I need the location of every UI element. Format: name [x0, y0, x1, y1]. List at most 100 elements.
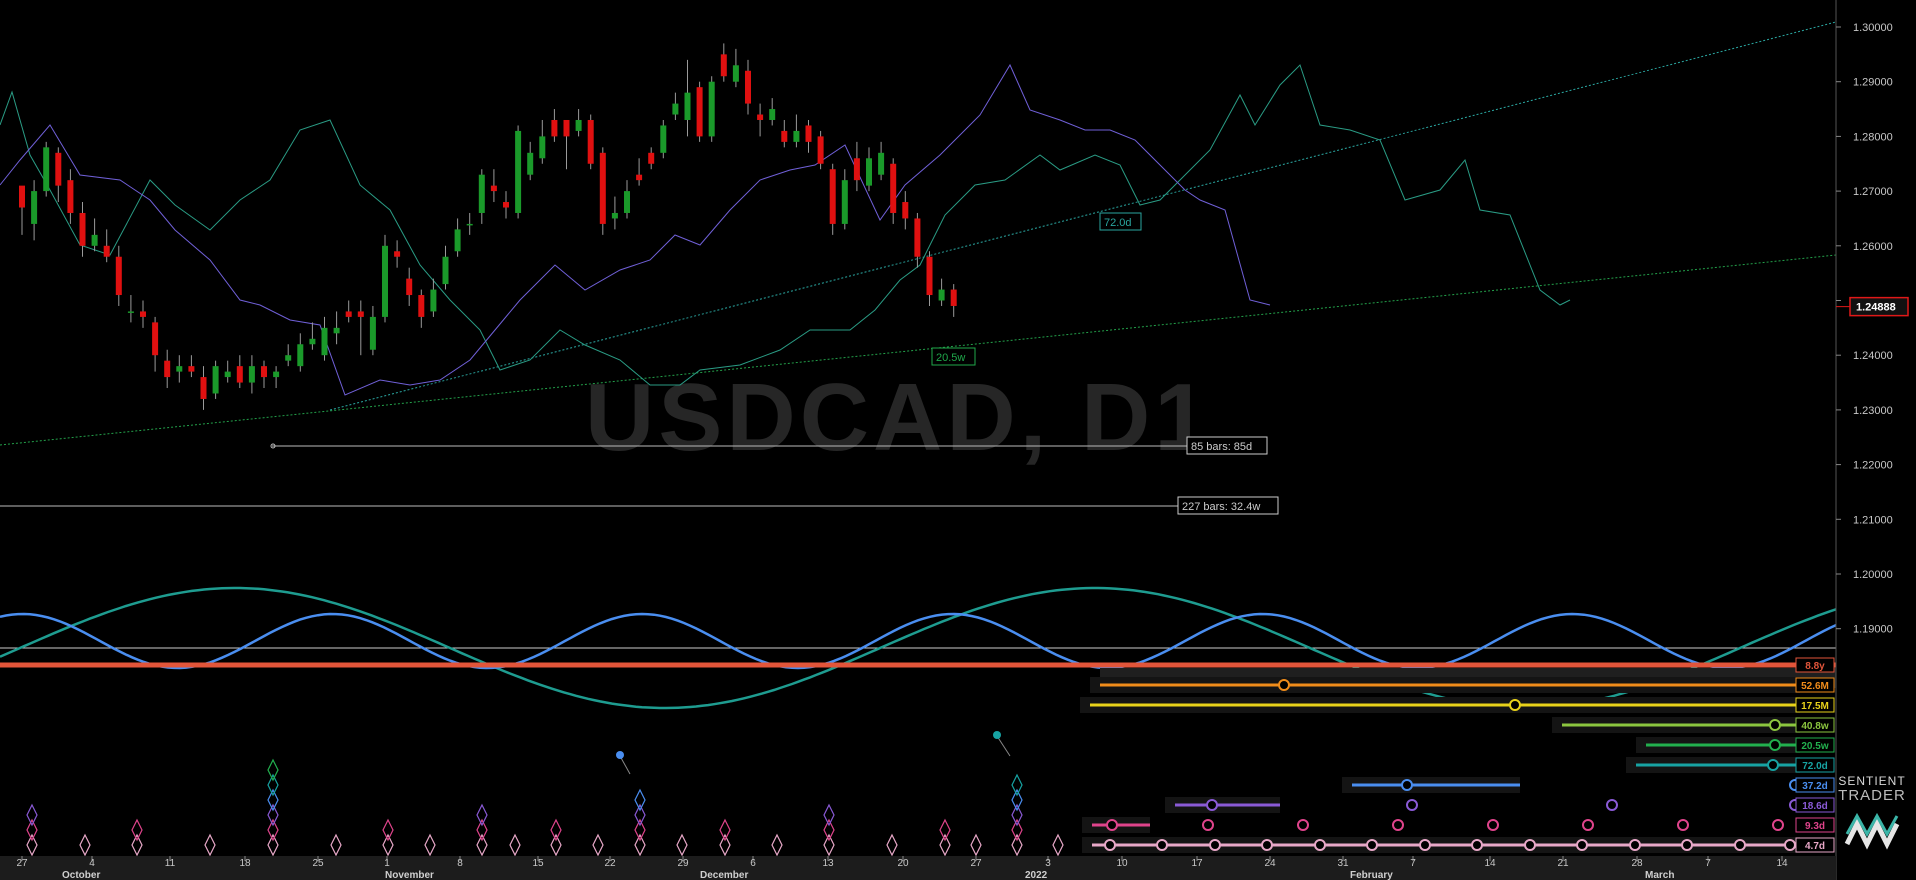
cycle-label-box: [1795, 737, 1835, 753]
brand-logo: SENTIENT TRADER: [1834, 774, 1910, 874]
date-tick-label: 3: [1045, 858, 1051, 869]
month-label: 2022: [1025, 870, 1048, 880]
cycle-diamond-icon: [26, 818, 38, 842]
date-tick-label: 21: [1557, 858, 1569, 869]
date-tick-label: 4: [89, 858, 95, 869]
price-tick-label: 1.22000: [1853, 460, 1893, 472]
cycle-label-box: [1795, 837, 1835, 853]
candle-down: [781, 130, 788, 142]
candle-down: [55, 152, 62, 186]
candle-up: [708, 81, 715, 137]
cycle-diamond-icon: [1011, 818, 1023, 842]
candle-down: [261, 366, 267, 378]
date-tick-label: 10: [1116, 858, 1128, 869]
candle-up: [793, 130, 800, 142]
phase-dot: [1629, 839, 1641, 851]
phase-dot: [1261, 839, 1273, 851]
candle-up: [575, 119, 582, 131]
candle-up: [224, 371, 231, 378]
trendlines: [0, 21, 1837, 507]
annotation-label: 72.0d: [1104, 217, 1132, 229]
candle-up: [866, 158, 872, 186]
candle-down: [236, 366, 243, 383]
candle-up: [527, 152, 534, 175]
candle-up: [878, 152, 885, 175]
cycle-diamond-icon: [26, 803, 38, 827]
cycle-diamond-icon: [592, 833, 604, 857]
cycle-label-box: [1795, 717, 1835, 733]
candle-up: [369, 316, 376, 350]
candle-down: [200, 377, 207, 399]
month-label: December: [700, 870, 748, 880]
annotation-box: [1177, 496, 1279, 515]
candle-up: [285, 355, 292, 361]
candle-down: [720, 54, 727, 77]
cycle-label-box: [1795, 677, 1835, 693]
phase-dot: [1677, 819, 1689, 831]
price-tick-label: 1.24000: [1853, 350, 1893, 362]
candle-down: [418, 295, 425, 317]
candle-down: [914, 218, 921, 257]
cycle-label: 40.8w: [1801, 721, 1828, 732]
phase-dot: [1278, 679, 1290, 691]
cycle-label-box: [1795, 797, 1835, 813]
candle-down: [164, 360, 171, 378]
candle-down: [745, 70, 751, 104]
candle-down: [829, 169, 836, 224]
date-tick-label: 27: [16, 858, 28, 869]
date-tick-label: 11: [165, 858, 176, 869]
cycle-diamond-icon: [1011, 773, 1023, 797]
cycle-diamond-icon: [1011, 803, 1023, 827]
candle-down: [648, 152, 655, 164]
price-tick-label: 1.26000: [1853, 241, 1893, 253]
phase-dot: [1156, 839, 1168, 851]
cycle-diamond-icon: [886, 833, 898, 857]
date-tick-label: 17: [1191, 858, 1203, 869]
phase-dot: [1769, 719, 1781, 731]
date-tick-label: 14: [1776, 858, 1788, 869]
phase-dot: [1681, 839, 1693, 851]
candle-down: [902, 202, 909, 219]
cycle-diamond-icon: [267, 773, 279, 797]
candle-up: [478, 174, 485, 213]
cycle-label: 52.6M: [1801, 681, 1829, 692]
candle-up: [515, 130, 522, 213]
candle-down: [152, 322, 159, 356]
price-tick-label: 1.30000: [1853, 22, 1893, 34]
phase-dot: [1769, 739, 1781, 751]
candle-down: [817, 136, 824, 164]
candlesticks: [19, 43, 957, 410]
cycle-diamond-icon: [970, 833, 982, 857]
cycle-diamond-icon: [1052, 833, 1064, 857]
brand-line2: TRADER: [1838, 787, 1906, 804]
candle-down: [696, 87, 703, 137]
date-tick-label: 18: [239, 858, 251, 869]
candle-down: [636, 174, 643, 181]
candle-up: [684, 92, 691, 120]
price-tick-label: 1.20000: [1853, 569, 1893, 581]
cycle-diamond-icon: [382, 818, 394, 842]
annotation-label: 227 bars: 32.4w: [1182, 501, 1260, 513]
month-label: November: [385, 870, 434, 880]
date-tick-label: 20: [897, 858, 909, 869]
annotation-label: 20.5w: [936, 352, 965, 364]
month-label: October: [62, 870, 100, 880]
candle-up: [31, 191, 38, 224]
cycle-label-box: [1795, 817, 1835, 833]
cycle-diamond-icon: [267, 818, 279, 842]
cycle-label: 18.6d: [1802, 801, 1828, 812]
cycle-diamond-icon: [634, 833, 646, 857]
cycle-diamond-icon: [79, 833, 91, 857]
cycle-diamond-icon: [823, 818, 835, 842]
cycle-label: 9.3d: [1805, 821, 1825, 832]
price-tick-label: 1.21000: [1853, 514, 1893, 526]
candle-up: [442, 256, 449, 285]
candle-up: [624, 191, 630, 213]
candle-up: [382, 245, 388, 317]
date-tick-label: 15: [532, 858, 544, 869]
candle-down: [345, 311, 352, 317]
phase-dot: [1104, 839, 1116, 851]
candle-down: [853, 158, 860, 181]
phase-dot: [1209, 839, 1221, 851]
cycle-diamond-icon: [476, 818, 488, 842]
